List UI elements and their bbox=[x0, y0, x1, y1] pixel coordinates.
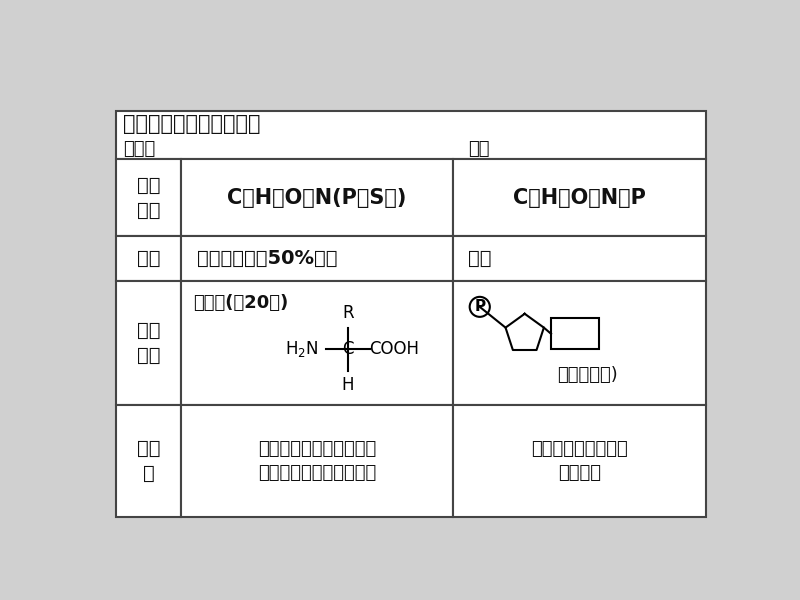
Bar bbox=[182, 404, 453, 517]
Bar bbox=[182, 236, 453, 281]
Text: 蛋白质: 蛋白质 bbox=[123, 140, 155, 158]
Bar bbox=[453, 236, 706, 281]
Text: 核酸: 核酸 bbox=[468, 140, 490, 158]
Bar bbox=[453, 404, 706, 517]
Bar bbox=[453, 281, 706, 404]
Text: 核苷酸种类、数目、
排列顺序: 核苷酸种类、数目、 排列顺序 bbox=[531, 440, 628, 482]
Text: P: P bbox=[474, 299, 486, 314]
Text: 含量: 含量 bbox=[137, 249, 160, 268]
Text: 一、蛋白质与核酸的比较: 一、蛋白质与核酸的比较 bbox=[123, 115, 261, 134]
Text: H: H bbox=[342, 376, 354, 394]
Text: 占细胞干重的50%以上: 占细胞干重的50%以上 bbox=[197, 249, 338, 268]
Bar bbox=[182, 159, 453, 236]
Text: C: C bbox=[342, 340, 354, 358]
Bar bbox=[453, 159, 706, 236]
Bar bbox=[115, 404, 182, 517]
Bar bbox=[115, 281, 182, 404]
Text: 核糖核苷酸): 核糖核苷酸) bbox=[557, 367, 618, 385]
Text: 多样
性: 多样 性 bbox=[137, 439, 160, 483]
Text: COOH: COOH bbox=[370, 340, 419, 358]
Text: 氨基酸(约20种): 氨基酸(约20种) bbox=[193, 294, 288, 312]
Text: C、H、O、N、P: C、H、O、N、P bbox=[513, 188, 646, 208]
Text: C、H、O、N(P、S等): C、H、O、N(P、S等) bbox=[227, 188, 406, 208]
Text: 元素
组成: 元素 组成 bbox=[137, 176, 160, 220]
Bar bbox=[551, 319, 599, 349]
Text: 组成
单位: 组成 单位 bbox=[137, 321, 160, 365]
Text: H$_2$N: H$_2$N bbox=[285, 339, 318, 359]
Text: 很少: 很少 bbox=[468, 249, 492, 268]
Bar bbox=[182, 281, 453, 404]
Text: 氨基酸种类、数目、排列
顺序及蛋白质的空间结构: 氨基酸种类、数目、排列 顺序及蛋白质的空间结构 bbox=[258, 440, 376, 482]
Text: R: R bbox=[342, 304, 354, 322]
Bar bbox=[115, 236, 182, 281]
Bar bbox=[115, 110, 706, 159]
Bar bbox=[115, 159, 182, 236]
